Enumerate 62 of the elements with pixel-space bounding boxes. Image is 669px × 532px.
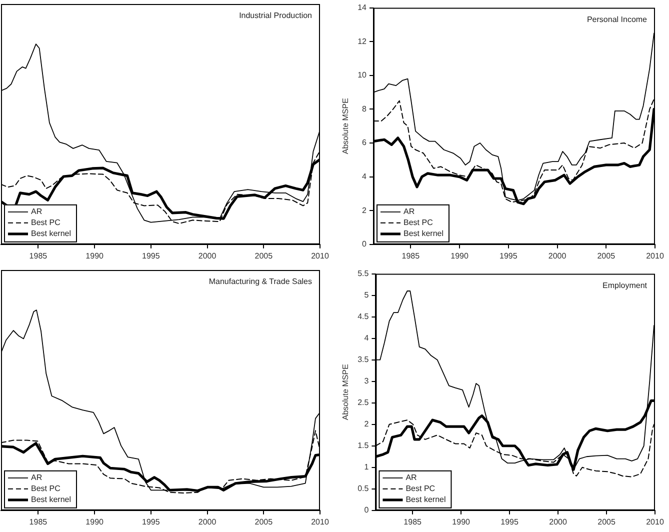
y-tick-label: 1 xyxy=(364,462,370,472)
legend-label: Best PC xyxy=(404,218,434,228)
y-tick-label: 3 xyxy=(364,376,370,386)
y-tick-label: 0.5 xyxy=(358,484,370,494)
x-tick-label: 2000 xyxy=(198,517,217,526)
y-axis-title: Absolute MSPE xyxy=(341,364,350,420)
legend-label: Best PC xyxy=(31,484,61,494)
y-tick-label: 10 xyxy=(358,70,368,80)
legend-label: Best kernel xyxy=(404,229,444,238)
x-tick-label: 2000 xyxy=(198,251,217,260)
x-tick-label: 2005 xyxy=(597,251,616,260)
x-tick-label: 1990 xyxy=(452,517,471,526)
x-tick-label: 1995 xyxy=(142,517,160,526)
x-tick-label: 1995 xyxy=(500,517,519,526)
y-tick-label: 12 xyxy=(358,36,368,46)
x-tick-label: 2010 xyxy=(311,251,330,260)
x-tick-label: 2005 xyxy=(254,251,274,260)
x-tick-label: 1990 xyxy=(450,251,469,260)
y-tick-label: 4 xyxy=(364,334,370,343)
x-tick-label: 1995 xyxy=(142,251,160,260)
y-tick-label: 8 xyxy=(362,104,368,114)
x-tick-label: 1990 xyxy=(86,251,104,260)
legend-label: Best PC xyxy=(31,218,61,228)
text: Employment xyxy=(602,281,648,290)
legend-label: AR xyxy=(404,207,415,216)
x-tick-label: 1985 xyxy=(29,517,48,526)
x-tick-label: 2010 xyxy=(311,517,330,526)
x-tick-label: 1985 xyxy=(29,251,48,260)
x-tick-label: 2010 xyxy=(646,517,664,526)
y-tick-label: 6 xyxy=(362,138,368,148)
y-tick-label: 5 xyxy=(364,290,370,300)
legend-label: Best PC xyxy=(406,484,436,494)
chart-title: Industrial Production xyxy=(239,11,312,20)
y-tick-label: 3.5 xyxy=(358,355,370,364)
y-tick-label: 0 xyxy=(364,506,370,515)
y-tick-label: 4 xyxy=(362,172,368,182)
text: Personal Income xyxy=(586,15,648,24)
x-tick-label: 1985 xyxy=(404,517,422,526)
legend-label: AR xyxy=(406,473,418,482)
y-tick-label: 14 xyxy=(358,3,368,12)
y-tick-label: 0 xyxy=(362,240,368,249)
x-tick-label: 1990 xyxy=(86,517,104,526)
x-tick-label: 2005 xyxy=(598,517,616,526)
y-axis-title: Absolute MSPE xyxy=(341,98,350,154)
chart-title: Manufacturing & Trade Sales xyxy=(208,277,312,286)
y-tick-label: 1.5 xyxy=(358,441,370,450)
y-tick-label: 2 xyxy=(362,206,368,215)
y-tick-label: 4.5 xyxy=(358,312,370,322)
x-tick-label: 1985 xyxy=(402,251,420,260)
legend-label: Best kernel xyxy=(31,495,72,504)
x-tick-label: 1995 xyxy=(499,251,518,260)
legend-label: Best kernel xyxy=(31,229,72,238)
y-tick-label: 5.5 xyxy=(358,269,370,278)
x-tick-label: 2005 xyxy=(254,517,274,526)
y-tick-label: 2.5 xyxy=(358,398,370,408)
legend-label: AR xyxy=(31,473,42,482)
legend-label: AR xyxy=(31,207,42,216)
legend-label: Best kernel xyxy=(406,495,446,504)
y-tick-label: 2 xyxy=(364,420,370,429)
x-tick-label: 2000 xyxy=(549,517,568,526)
x-tick-label: 2010 xyxy=(646,251,664,260)
x-tick-label: 2000 xyxy=(548,251,567,260)
